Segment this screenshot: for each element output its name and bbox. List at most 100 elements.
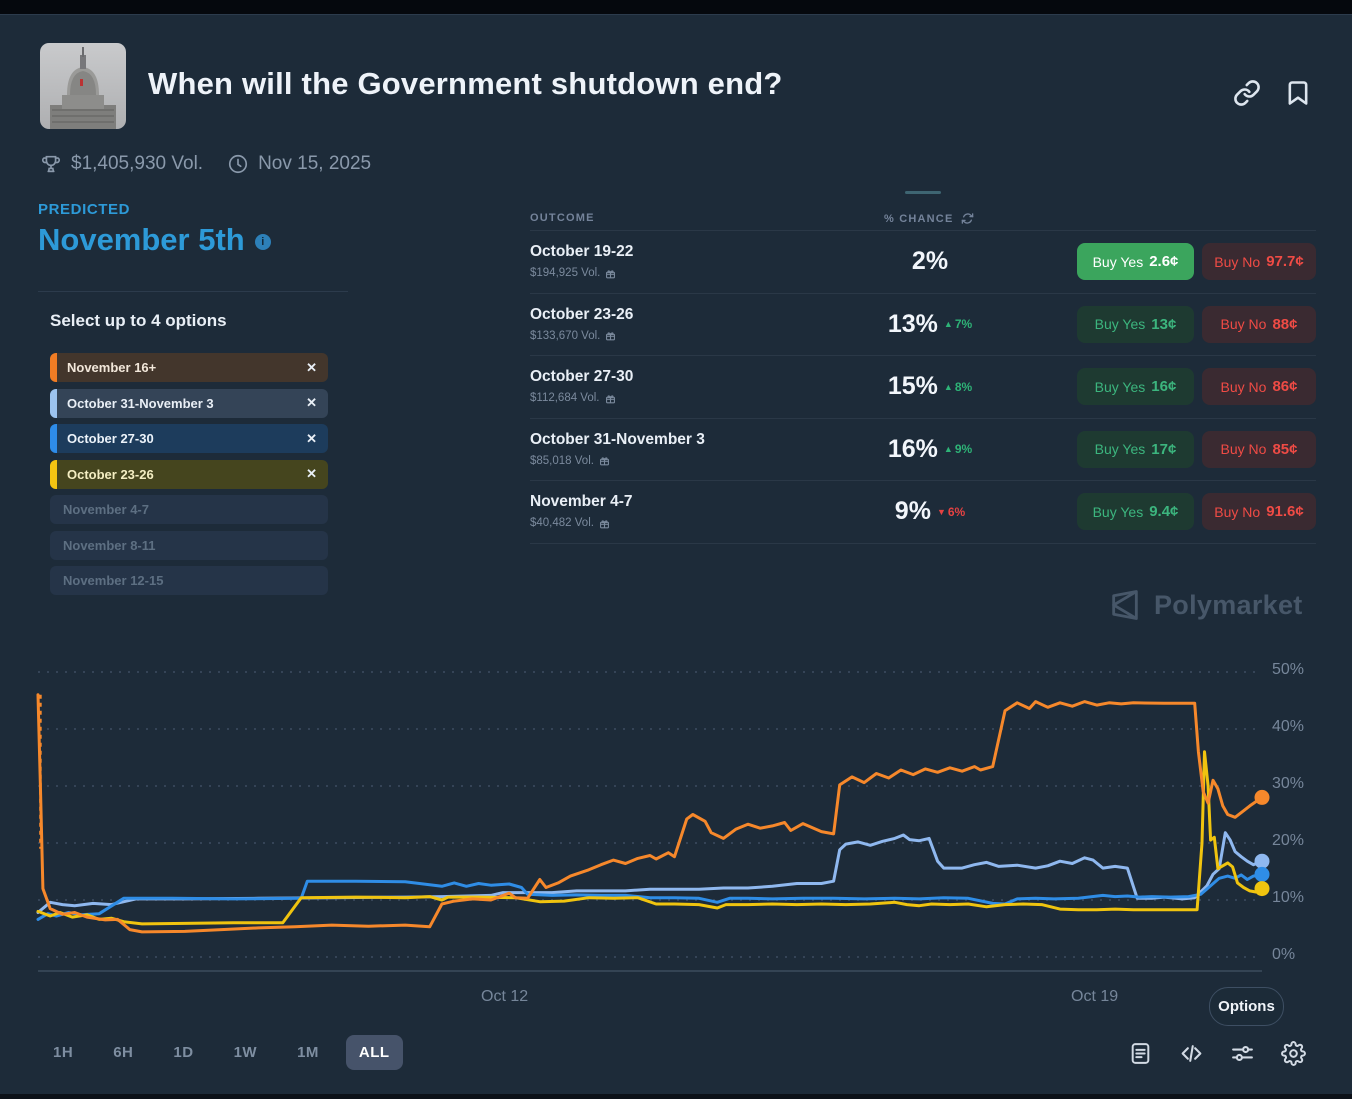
outcome-row[interactable]: October 27-30 $112,684 Vol. 15% ▲ 8% Buy … [530,356,1316,419]
timeframe-1h[interactable]: 1H [53,1044,74,1061]
buy-no-button[interactable]: Buy No 85¢ [1202,430,1316,468]
info-icon[interactable]: i [254,234,271,250]
y-axis-label: 20% [1272,832,1305,849]
buy-yes-price: 17¢ [1151,440,1177,458]
buy-no-label: Buy No [1214,503,1261,520]
buy-no-label: Buy No [1220,316,1267,332]
chip-october-23-26[interactable]: October 23-26 ✕ [50,459,328,489]
outcome-volume: $194,925 Vol. [530,267,616,279]
chip-october-27-30[interactable]: October 27-30 ✕ [50,424,328,453]
gift-icon[interactable] [599,455,610,466]
timeframe-1m[interactable]: 1M [297,1044,319,1061]
chip-label: October 31-November 3 [67,395,214,411]
chip-color-bar [50,353,57,382]
chip-november-16plus[interactable]: November 16+ ✕ [50,353,328,382]
close-icon[interactable]: ✕ [306,466,317,481]
column-chance-label: % CHANCE [884,212,954,225]
gift-icon[interactable] [605,330,616,341]
outcome-volume-text: $112,684 Vol. [530,392,600,404]
chance-value: 15% ▲ 8% [860,356,1000,418]
chip-november-12-15[interactable]: November 12-15 [50,566,328,595]
volume-group: $1,405,930 Vol. [40,153,203,175]
buy-yes-button[interactable]: Buy Yes 9.4¢ [1077,493,1194,530]
buy-no-button[interactable]: Buy No 88¢ [1202,305,1316,343]
copy-link-icon[interactable] [1233,79,1261,107]
outcome-volume: $133,670 Vol. [530,330,616,342]
gear-icon[interactable] [1281,1041,1306,1066]
chance-value: 2% [860,231,1000,293]
code-icon[interactable] [1179,1041,1204,1066]
timeframe-1d[interactable]: 1D [173,1044,194,1061]
polymarket-logo-icon [1112,590,1138,620]
change-value: 6% [947,504,966,519]
chip-label: November 4-7 [63,502,149,517]
gift-icon[interactable] [599,518,610,529]
timeframe-1w[interactable]: 1W [233,1044,258,1061]
buy-no-price: 91.6¢ [1266,503,1304,520]
buy-yes-button[interactable]: Buy Yes 13¢ [1077,305,1194,343]
outcome-title: November 4-7 [530,493,633,510]
polymarket-watermark: Polymarket [1108,588,1303,622]
close-icon[interactable]: ✕ [306,359,317,375]
outcome-volume: $40,482 Vol. [530,517,610,529]
outcome-row[interactable]: October 23-26 $133,670 Vol. 13% ▲ 7% Buy … [530,294,1316,356]
chance-percent: 15% [887,372,938,401]
chip-november-8-11[interactable]: November 8-11 [50,530,328,560]
sliders-icon[interactable] [1230,1041,1255,1066]
buy-no-label: Buy No [1214,253,1261,270]
chip-october-31-november-3[interactable]: October 31-November 3 ✕ [50,388,328,418]
chance-percent: 2% [911,247,949,276]
timeframe-all[interactable]: ALL [345,1035,403,1070]
trophy-icon [41,155,61,173]
buy-yes-button[interactable]: Buy Yes 17¢ [1077,430,1194,468]
chance-value: 13% ▲ 7% [860,294,1000,356]
chance-value: 9% ▼ 6% [860,481,1000,543]
buy-no-button[interactable]: Buy No 86¢ [1202,368,1316,405]
chance-value: 16% ▲ 9% [860,419,1000,481]
timeframe-6h[interactable]: 6H [113,1044,134,1061]
buy-no-button[interactable]: Buy No 97.7¢ [1202,243,1316,280]
bookmark-icon[interactable] [1284,79,1312,107]
outcome-row[interactable]: October 19-22 $194,925 Vol. 2% Buy Yes 2… [530,231,1316,294]
buy-yes-price: 16¢ [1151,378,1177,395]
change-value: 9% [954,442,973,457]
chip-november-4-7[interactable]: November 4-7 [50,495,328,524]
buy-no-price: 85¢ [1272,440,1298,458]
buy-yes-label: Buy Yes [1092,503,1144,520]
buy-yes-button[interactable]: Buy Yes 2.6¢ [1077,243,1194,280]
close-icon[interactable]: ✕ [306,430,317,446]
buy-yes-label: Buy Yes [1094,441,1146,457]
page-title: When will the Government shutdown end? [148,66,783,101]
buy-no-button[interactable]: Buy No 91.6¢ [1202,493,1316,530]
chance-percent: 16% [887,434,938,463]
buy-no-price: 86¢ [1272,378,1298,395]
buy-yes-label: Buy Yes [1094,378,1146,395]
outcome-volume-text: $133,670 Vol. [530,329,601,342]
price-chart[interactable] [0,640,1352,990]
gift-icon[interactable] [605,268,616,279]
chance-percent: 9% [894,497,931,526]
outcome-row[interactable]: November 4-7 $40,482 Vol. 9% ▼ 6% Buy Yes… [530,481,1316,544]
document-icon[interactable] [1128,1041,1153,1066]
chip-label: November 12-15 [63,573,164,588]
panel-drag-handle[interactable] [905,191,941,194]
change-arrow-icon: ▲ [943,381,953,392]
outcome-title: October 19-22 [530,243,634,260]
y-axis-label: 40% [1272,718,1305,735]
refresh-icon[interactable] [961,212,974,225]
buy-yes-price: 13¢ [1151,315,1177,333]
gift-icon[interactable] [605,393,616,404]
predicted-label: PREDICTED [38,201,131,218]
outcome-volume: $112,684 Vol. [530,392,616,404]
outcome-row[interactable]: October 31-November 3 $85,018 Vol. 16% ▲… [530,419,1316,481]
outcome-title: October 23-26 [530,305,634,323]
end-date-text: Nov 15, 2025 [258,153,372,174]
buy-yes-price: 2.6¢ [1149,253,1179,270]
chip-label: November 8-11 [63,537,156,553]
y-axis-label: 30% [1272,775,1305,792]
buy-yes-button[interactable]: Buy Yes 16¢ [1077,368,1194,405]
chance-change: ▼ 6% [937,505,965,519]
close-icon[interactable]: ✕ [306,395,317,410]
options-button[interactable]: Options [1209,987,1284,1026]
divider [38,291,348,292]
